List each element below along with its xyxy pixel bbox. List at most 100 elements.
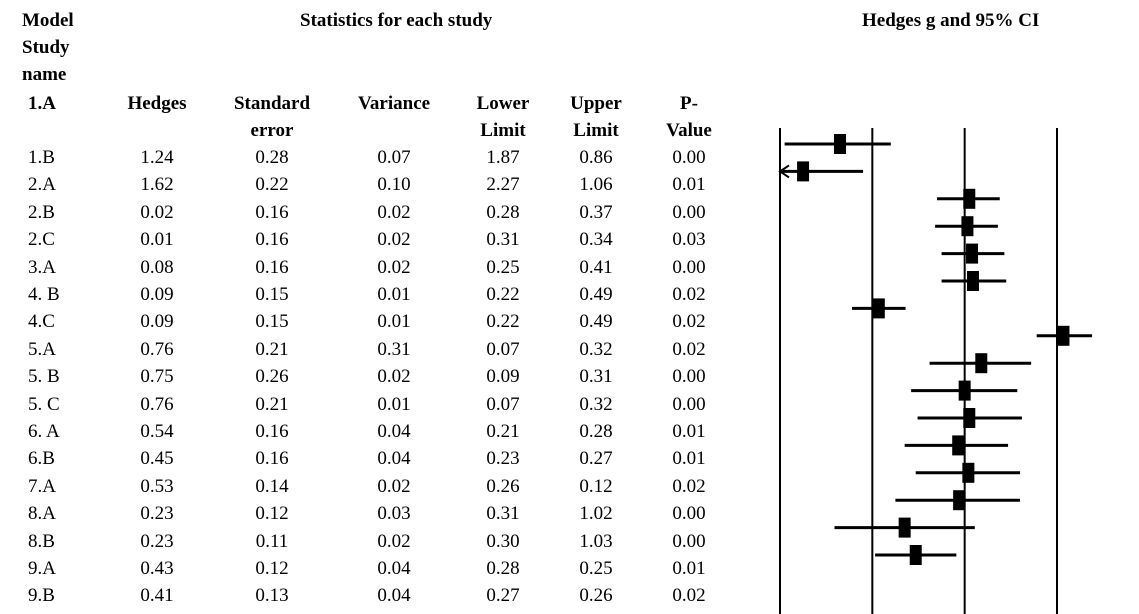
row-p-value: 0.02 [672, 475, 706, 497]
row-hedges-value: 0.23 [140, 503, 174, 525]
row-upper-value: 0.12 [579, 475, 613, 497]
row-lower-value: 0.23 [486, 448, 520, 470]
row-p-value: 0.00 [672, 503, 706, 525]
row-upper-value: 0.34 [579, 229, 613, 251]
row-study-name: 6. A [28, 421, 60, 442]
model-header-line-1: Model [22, 10, 74, 31]
column-header-lower-line-2: Limit [480, 120, 526, 141]
row-se-value: 0.11 [255, 530, 289, 552]
row-study-name: 2.B [28, 201, 55, 223]
row-se-value: 0.16 [255, 201, 289, 223]
row-se-value: 0.16 [255, 448, 289, 470]
row-lower-value: 0.27 [486, 585, 520, 607]
row-variance-value: 0.01 [377, 284, 411, 305]
row-se-value: 0.16 [255, 229, 289, 251]
row-hedges-value: 0.43 [140, 558, 174, 579]
column-header-p-line-2: Value [666, 120, 712, 141]
row-variance-value: 0.02 [377, 366, 411, 388]
effect-marker [958, 380, 971, 401]
row-variance-value: 0.04 [377, 558, 411, 579]
row-lower-value: 0.31 [486, 503, 520, 525]
row-upper-value: 0.86 [579, 147, 613, 168]
row-variance-value: 0.02 [377, 201, 411, 223]
effect-marker [898, 517, 911, 538]
column-header-upper-line-1: Upper [570, 93, 622, 114]
row-study-name: 2.C [28, 229, 55, 251]
row-p-value: 0.02 [672, 284, 706, 305]
row-upper-value: 0.32 [579, 338, 613, 360]
row-variance-value: 0.04 [377, 421, 411, 442]
row-hedges-value: 0.76 [140, 338, 174, 360]
row-p-value: 0.00 [672, 393, 706, 415]
effect-marker [975, 353, 988, 374]
column-header-hedges-line-1: Hedges [127, 93, 187, 114]
row-study-name: 8.A [28, 503, 56, 525]
row-upper-value: 0.26 [579, 585, 613, 607]
row-upper-value: 0.49 [579, 284, 613, 305]
row-variance-value: 0.02 [377, 475, 411, 497]
row-variance-value: 0.07 [377, 147, 411, 168]
effect-marker [1057, 325, 1070, 346]
row-hedges-value: 0.41 [140, 585, 174, 607]
row-lower-value: 0.22 [486, 284, 520, 305]
row-study-name: 3.A [28, 256, 56, 278]
row-se-value: 0.26 [255, 366, 289, 388]
row-hedges-value: 0.01 [140, 229, 174, 251]
row-study-name: 2.A [28, 174, 56, 196]
row-lower-value: 0.26 [486, 475, 520, 497]
column-header-se-line-1: Standard [233, 93, 311, 114]
effect-marker [797, 161, 810, 182]
row-se-value: 0.14 [255, 475, 289, 497]
row-upper-value: 0.32 [579, 393, 613, 415]
row-se-value: 0.15 [255, 311, 289, 333]
effect-marker [966, 243, 979, 264]
row-se-value: 0.12 [255, 558, 289, 579]
row-upper-value: 0.31 [579, 366, 613, 388]
row-hedges-value: 0.53 [140, 475, 174, 497]
row-upper-value: 0.25 [579, 558, 613, 579]
row-p-value: 0.02 [672, 338, 706, 360]
row-study-name: 4. B [28, 284, 60, 305]
row-p-value: 0.00 [672, 530, 706, 552]
row-study-name: 4.C [28, 311, 55, 333]
row-hedges-value: 0.45 [140, 448, 174, 470]
row-p-value: 0.01 [672, 558, 706, 579]
effect-marker [961, 216, 974, 237]
row-upper-value: 0.41 [579, 256, 613, 278]
effect-marker [872, 298, 885, 319]
row-variance-value: 0.31 [377, 338, 411, 360]
model-header-line-3: name [22, 64, 67, 85]
row-hedges-value: 0.09 [140, 284, 174, 305]
row-se-value: 0.12 [255, 503, 289, 525]
row-p-value: 0.01 [672, 174, 706, 196]
column-header-upper-line-2: Limit [573, 120, 619, 141]
effect-marker [962, 462, 975, 483]
column-header-lower-line-1: Lower [476, 93, 530, 114]
row-hedges-value: 0.23 [140, 530, 174, 552]
row-study-name: 8.B [28, 530, 55, 552]
first-row-label: 1.A [28, 93, 56, 114]
row-variance-value: 0.02 [377, 229, 411, 251]
row-lower-value: 0.22 [486, 311, 520, 333]
row-lower-value: 0.28 [486, 558, 520, 579]
row-p-value: 0.00 [672, 147, 706, 168]
row-lower-value: 0.09 [486, 366, 520, 388]
plot-title: Hedges g and 95% CI [862, 10, 1040, 31]
row-lower-value: 2.27 [486, 174, 520, 196]
row-hedges-value: 1.24 [140, 147, 174, 168]
row-variance-value: 0.04 [377, 585, 411, 607]
row-se-value: 0.22 [255, 174, 289, 196]
row-variance-value: 0.02 [377, 256, 411, 278]
row-variance-value: 0.03 [377, 503, 411, 525]
row-se-value: 0.15 [255, 284, 289, 305]
row-upper-value: 1.06 [579, 174, 613, 196]
row-hedges-value: 0.54 [140, 421, 174, 442]
column-header-p-line-1: P- [680, 93, 698, 114]
row-p-value: 0.00 [672, 366, 706, 388]
effect-marker [963, 188, 976, 209]
effect-marker [952, 435, 965, 456]
row-p-value: 0.01 [672, 448, 706, 470]
row-hedges-value: 0.08 [140, 256, 174, 278]
row-p-value: 0.00 [672, 256, 706, 278]
row-variance-value: 0.01 [377, 393, 411, 415]
